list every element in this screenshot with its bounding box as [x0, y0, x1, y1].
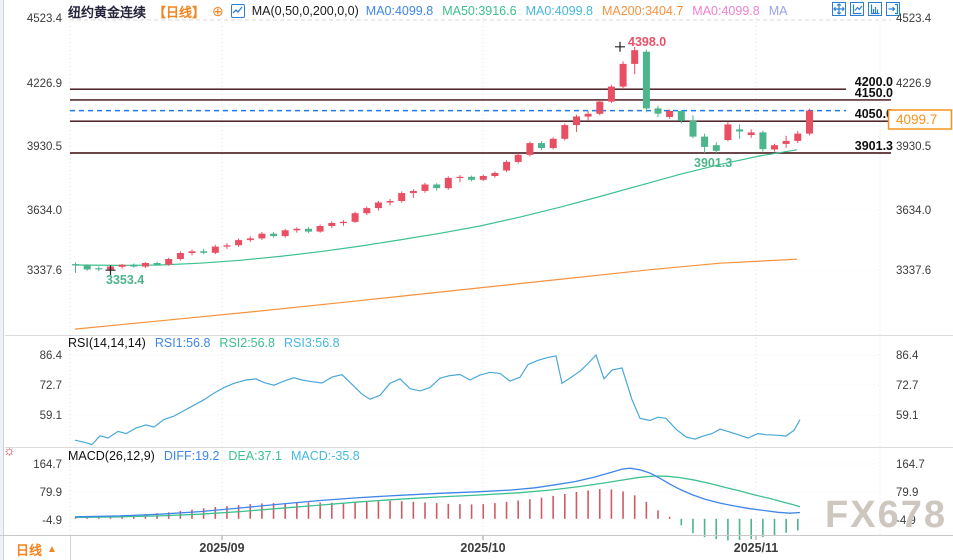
fit-time-axis-icon[interactable]: [868, 2, 882, 16]
period-tag[interactable]: 【日线】: [153, 4, 206, 20]
period-selector[interactable]: 日线 ▲: [16, 540, 57, 559]
axis-labels: 4523.4 4523.4 4226.9 4226.9 3930.5 3930.5 3634…: [27, 13, 932, 527]
price-annotation: 3901.3: [694, 156, 732, 170]
axis-label: -4.9: [42, 515, 62, 527]
link-icon[interactable]: ⊕: [212, 2, 224, 19]
macd-panel-header: MACD(26,12,9) DIFF:19.2 DEA:37.1 MACD:-35.…: [68, 449, 360, 463]
ma-value: MA0:4099.8: [692, 4, 760, 18]
extreme-cross-marker: [105, 265, 116, 276]
axis-label: -4.9: [896, 515, 916, 527]
macd-histogram: [74, 489, 799, 541]
hot-indicator-icon[interactable]: ☼: [3, 442, 16, 458]
watermark-logo: FX678: [825, 494, 947, 536]
axis-label: 72.7: [896, 380, 918, 392]
dea-line: [74, 475, 801, 519]
axis-label: 3930.5: [896, 141, 931, 153]
rsi-value: RSI1:56.8: [154, 336, 211, 350]
rsi-panel-header: RSI(14,14,14) RSI1:56.8 RSI2:56.8 RSI3:56.…: [68, 336, 340, 350]
macd-values: DIFF:19.2 DEA:37.1 MACD:-35.8: [164, 449, 360, 463]
level-price-label: 3901.3: [855, 139, 893, 153]
instrument-title: 纽约黄金连续: [68, 4, 147, 20]
chart-toolbar: [832, 2, 900, 16]
extreme-cross-marker: [615, 41, 625, 52]
axis-label: 4523.4: [896, 13, 932, 25]
level-price-label: 4050.0: [855, 107, 893, 121]
date-label: 2025/10: [460, 541, 506, 555]
axis-label: 86.4: [40, 350, 63, 362]
axis-label: 3634.0: [27, 205, 62, 217]
rsi-formula[interactable]: RSI(14,14,14): [68, 336, 146, 350]
rsi-value: RSI3:56.8: [284, 336, 340, 350]
bottom-bar-divider: [70, 536, 71, 560]
ma50-line: [74, 149, 798, 267]
period-label: 日线: [16, 543, 43, 558]
current-price-value: 4099.7: [896, 112, 937, 127]
ma-value: MA0:4099.8: [525, 4, 593, 18]
axis-label: 79.9: [40, 487, 62, 499]
axis-label: 3634.0: [896, 205, 931, 217]
level-price-label: 4150.0: [855, 86, 893, 100]
gridlines: [5, 14, 953, 535]
price-annotation: 4398.0: [628, 35, 666, 49]
rsi-values: RSI1:56.8 RSI2:56.8 RSI3:56.8: [155, 336, 340, 350]
macd-formula[interactable]: MACD(26,12,9): [68, 449, 155, 463]
axis-label: 4523.4: [27, 13, 63, 25]
level-price-label: 4200.0: [855, 75, 893, 89]
left-scroll-strip[interactable]: [0, 0, 4, 560]
axis-label: 59.1: [40, 410, 62, 422]
pan-icon[interactable]: [832, 2, 846, 16]
date-label: 2025/11: [733, 541, 779, 555]
macd-value: DIFF:19.2: [163, 449, 220, 463]
axis-label: 3930.5: [27, 141, 62, 153]
fit-price-axis-icon[interactable]: [850, 2, 864, 16]
ma-value: MA: [768, 4, 788, 18]
candlestick-chart-icon[interactable]: [230, 4, 245, 18]
macd-value: DEA:37.1: [228, 449, 282, 463]
rsi-line: [74, 353, 801, 446]
axis-label: 72.7: [40, 380, 62, 392]
key-level-lines: [70, 88, 891, 154]
axis-label: 59.1: [896, 410, 918, 422]
macd-value: MACD:-35.8: [290, 449, 360, 463]
rsi-value: RSI2:56.8: [219, 336, 276, 350]
ma-value: MA200:3404.7: [601, 4, 684, 18]
axis-label: 3337.6: [27, 265, 62, 277]
ma200-line: [74, 258, 798, 330]
price-annotation: 3353.4: [106, 273, 144, 287]
ma-value: MA50:3916.6: [442, 4, 517, 18]
diff-line: [74, 467, 801, 518]
date-label: 2025/09: [199, 541, 245, 555]
arrow-up-icon: ▲: [47, 544, 57, 555]
axis-label: 3337.6: [896, 265, 931, 277]
ma-values: MA0:4099.8 MA50:3916.6 MA0:4099.8 MA200:340…: [366, 4, 788, 18]
current-price-badge: 4099.7: [887, 109, 953, 130]
axis-label: 79.9: [896, 487, 918, 499]
axis-label: 164.7: [896, 459, 925, 471]
axis-label: 164.7: [33, 459, 62, 471]
candlestick-series: [72, 46, 813, 273]
axis-label: 4226.9: [27, 78, 62, 90]
axis-label: 86.4: [896, 350, 919, 362]
time-axis-bar: 日线 ▲ 2025/09 2025/10 2025/11: [0, 535, 953, 560]
chart-header: 纽约黄金连续 【日线】 ⊕ MA(0,50,0,200,0,0) MA0:409…: [68, 2, 787, 20]
exit-fullscreen-icon[interactable]: [886, 2, 900, 16]
ma-value: MA0:4099.8: [365, 4, 434, 18]
ma-formula[interactable]: MA(0,50,0,200,0,0): [251, 4, 359, 18]
axis-label: 4226.9: [896, 78, 931, 90]
